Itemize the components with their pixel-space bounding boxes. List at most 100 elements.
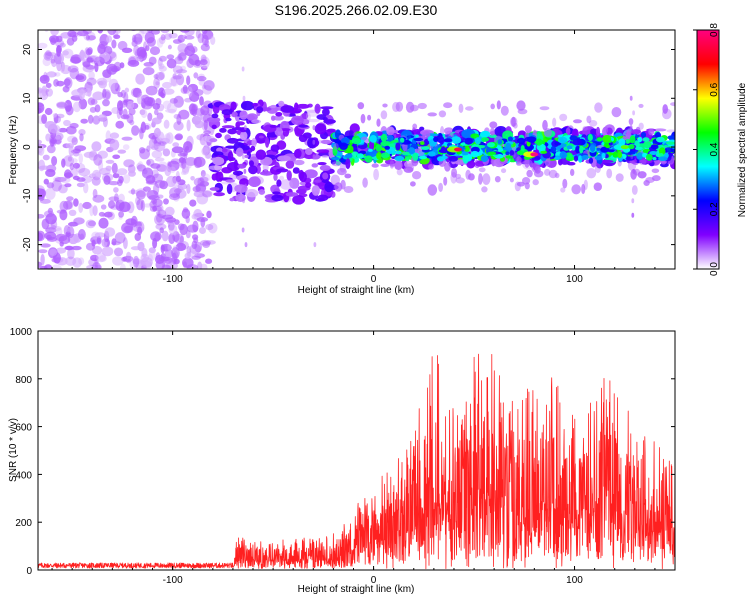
spectrogram-cell (67, 30, 77, 38)
spectrogram-cell (126, 100, 135, 110)
spectrogram-cell (54, 72, 61, 77)
spectrogram-cell (66, 196, 74, 201)
spectrogram-cell (78, 153, 84, 165)
spectrogram-cell (161, 230, 169, 242)
spectrogram-halo (560, 187, 566, 193)
spectrogram-halo (417, 102, 427, 110)
spectrogram-cell (182, 257, 194, 269)
spectrogram-cell (186, 75, 191, 86)
spectrogram-cell (210, 36, 216, 45)
spectrogram-cell (240, 100, 255, 111)
spectrogram-cell (588, 157, 594, 164)
spectrogram-cell (39, 89, 49, 101)
spectrogram-cell (160, 34, 166, 41)
spectrogram-halo (554, 172, 560, 179)
spectrogram-cell (151, 150, 163, 159)
spectrogram-cell (83, 182, 89, 194)
spectrogram-cell (68, 209, 77, 216)
spectrogram-cell (51, 156, 58, 166)
spectrogram-halo (611, 107, 622, 118)
spectrogram-cell (62, 85, 70, 93)
spectrogram-band (420, 141, 425, 146)
spectrogram-halo (444, 162, 451, 172)
spectrogram-cell (321, 179, 329, 184)
spectrogram-cell (165, 108, 177, 113)
spectrogram-cell (63, 119, 71, 127)
spectrogram-streak (312, 154, 316, 160)
spectrogram-cell (59, 209, 68, 221)
spectrogram-streak (243, 110, 247, 116)
spectrogram-cell (150, 30, 160, 35)
spectrogram-halo (331, 161, 342, 167)
spectrogram-halo (631, 185, 638, 195)
spectrogram-halo (344, 173, 352, 179)
spectrogram-cell (201, 147, 209, 156)
spectrogram-cell (82, 201, 92, 210)
spectrogram-band (635, 146, 643, 151)
snr-ytick-label: 400 (15, 470, 32, 481)
spectrogram-cell (200, 190, 212, 197)
spectrogram-cell (230, 101, 237, 111)
spectrogram-cell (38, 165, 50, 170)
spectrogram-band (436, 136, 445, 143)
spectrogram-xtick-label: 100 (566, 274, 583, 285)
spectrogram-cell (118, 201, 131, 213)
spectrogram-halo (489, 127, 495, 136)
spectrogram-cell (45, 133, 51, 142)
spectrogram-cell (134, 47, 147, 59)
spectrogram-cell (76, 182, 85, 188)
spectrogram-band (550, 146, 557, 153)
spectrogram-cell (158, 36, 166, 45)
spectrogram-cell (136, 190, 146, 200)
spectrogram-cell (77, 30, 89, 37)
snr-xtick-label: -100 (163, 575, 183, 586)
spectrogram-band (487, 151, 497, 155)
spectrogram-cell (172, 75, 182, 80)
spectrogram-cell (666, 129, 675, 133)
spectrogram-cell (160, 244, 165, 254)
spectrogram-cell (75, 73, 87, 83)
spectrogram-cell (43, 71, 48, 81)
spectrogram-cell (85, 48, 93, 56)
spectrogram-cell (92, 91, 104, 101)
spectrogram-cell (122, 255, 134, 263)
spectrogram-cell (163, 256, 173, 264)
spectrogram-cell (151, 198, 158, 204)
spectrogram-cell (156, 204, 164, 212)
spectrogram-halo (376, 118, 381, 127)
spectrogram-cell (154, 157, 165, 162)
snr-xtick-label: 100 (566, 575, 583, 586)
spectrogram-halo (586, 115, 592, 124)
spectrogram-cell (189, 199, 197, 207)
spectrogram-halo (482, 173, 491, 185)
spectrogram-cell (270, 144, 280, 152)
spectrogram-cell (56, 101, 68, 108)
spectrogram-cell (162, 100, 172, 110)
spectrogram-band (600, 146, 610, 153)
spectrogram-halo (562, 178, 568, 189)
spectrogram-streak (630, 154, 634, 160)
spectrogram-halo (510, 116, 518, 127)
spectrogram-cell (168, 32, 178, 39)
spectrogram-cell (105, 159, 115, 164)
spectrogram-band (628, 151, 636, 155)
spectrogram-cell (137, 226, 143, 236)
spectrogram-cell (102, 88, 107, 98)
spectrogram-halo (410, 181, 416, 187)
spectrogram-halo (481, 186, 488, 193)
spectrogram-cell (167, 44, 172, 50)
spectrogram-cell (104, 227, 116, 237)
spectrogram-cell (191, 255, 201, 260)
spectrogram-cell (128, 170, 136, 177)
spectrogram-streak (312, 139, 316, 145)
spectrogram-cell (92, 194, 105, 203)
spectrogram-band (433, 136, 439, 142)
spectrogram-cell (169, 187, 181, 199)
spectrogram-halo (443, 102, 453, 109)
spectrogram-band (402, 151, 411, 156)
spectrogram-streak (632, 110, 635, 116)
spectrogram-halo (593, 182, 602, 191)
spectrogram-band (636, 152, 644, 160)
spectrogram-cell (200, 43, 210, 52)
spectrogram-band (628, 144, 635, 150)
